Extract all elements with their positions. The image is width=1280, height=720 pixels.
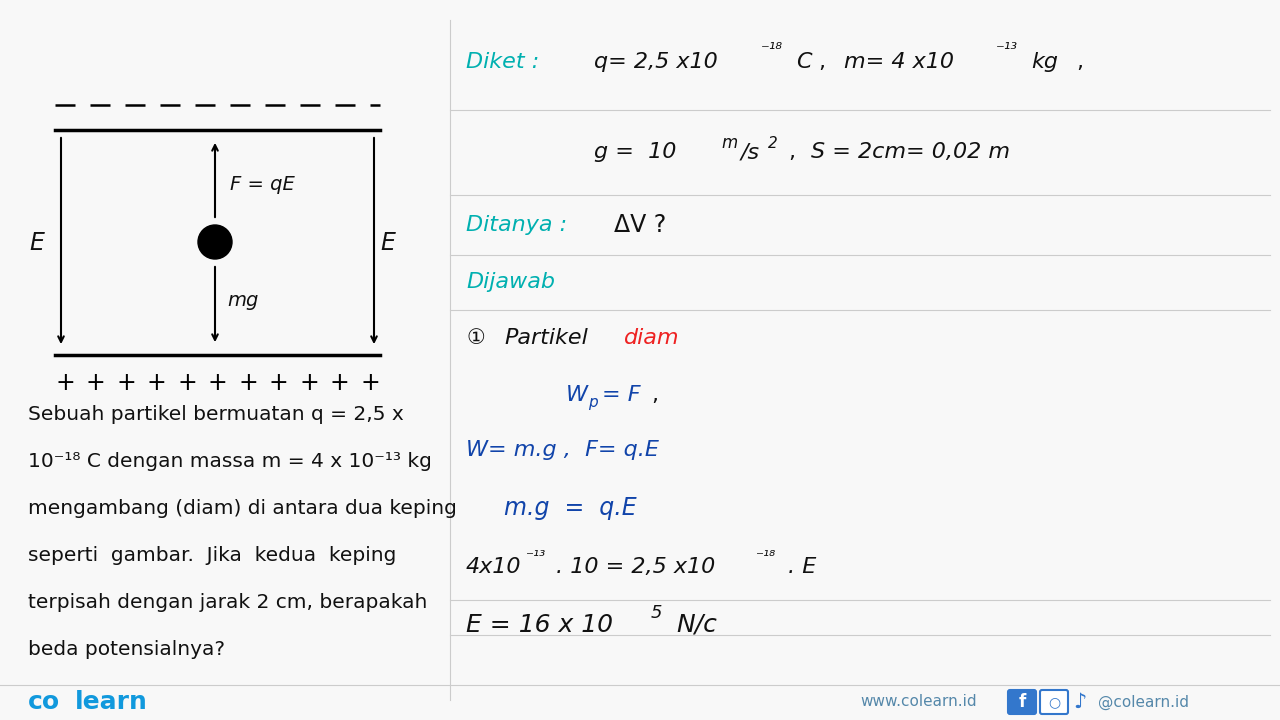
Text: = F: = F (602, 385, 640, 405)
Text: +: + (330, 371, 349, 395)
Text: +: + (238, 371, 257, 395)
Text: ,: , (1076, 52, 1083, 72)
Text: ⁻¹⁸: ⁻¹⁸ (762, 41, 783, 59)
Text: E: E (29, 230, 45, 254)
Text: ,: , (652, 385, 658, 405)
Text: S = 2cm= 0,02 m: S = 2cm= 0,02 m (812, 142, 1010, 162)
Text: +: + (116, 371, 136, 395)
Text: co: co (28, 690, 60, 714)
Text: . E: . E (788, 557, 817, 577)
Text: g =  10: g = 10 (594, 142, 676, 162)
Text: @colearn.id: @colearn.id (1098, 694, 1189, 710)
Text: ⁻¹⁸: ⁻¹⁸ (756, 549, 776, 564)
Text: +: + (207, 371, 228, 395)
Text: ○: ○ (1048, 695, 1060, 709)
Text: beda potensialnya?: beda potensialnya? (28, 640, 225, 659)
Text: f: f (1019, 693, 1025, 711)
Text: Ditanya :: Ditanya : (466, 215, 567, 235)
Text: 4x10: 4x10 (466, 557, 521, 577)
Text: W= m.g ,  F= q.E: W= m.g , F= q.E (466, 440, 659, 460)
Text: +: + (360, 371, 380, 395)
Text: +: + (300, 371, 319, 395)
Text: +: + (269, 371, 288, 395)
Text: +: + (177, 371, 197, 395)
Text: +: + (86, 371, 105, 395)
FancyBboxPatch shape (1009, 690, 1036, 714)
Text: 2: 2 (768, 135, 778, 150)
Text: q= 2,5 x10: q= 2,5 x10 (594, 52, 718, 72)
Text: ♪: ♪ (1074, 692, 1087, 712)
Text: F = qE: F = qE (230, 176, 294, 194)
Text: Diket :: Diket : (466, 52, 539, 72)
Text: +: + (55, 371, 74, 395)
Text: m: m (721, 134, 737, 152)
Text: 5: 5 (652, 604, 663, 622)
Text: seperti  gambar.  Jika  kedua  keping: seperti gambar. Jika kedua keping (28, 546, 397, 565)
Text: ,: , (788, 142, 795, 162)
Text: m.g  =  q.E: m.g = q.E (504, 496, 636, 520)
Text: kg: kg (1030, 52, 1059, 72)
Text: Partikel: Partikel (504, 328, 588, 348)
Text: ⁻¹³: ⁻¹³ (996, 41, 1018, 59)
Text: E = 16 x 10: E = 16 x 10 (466, 613, 613, 637)
Text: Sebuah partikel bermuatan q = 2,5 x: Sebuah partikel bermuatan q = 2,5 x (28, 405, 403, 424)
Text: ⁻¹³: ⁻¹³ (526, 549, 547, 564)
Text: N/c: N/c (676, 613, 717, 637)
Text: learn: learn (76, 690, 148, 714)
FancyBboxPatch shape (1039, 690, 1068, 714)
Text: ,: , (818, 52, 826, 72)
Text: terpisah dengan jarak 2 cm, berapakah: terpisah dengan jarak 2 cm, berapakah (28, 593, 428, 612)
Text: p: p (588, 395, 598, 410)
Text: diam: diam (625, 328, 680, 348)
Text: www.colearn.id: www.colearn.id (860, 695, 977, 709)
Text: ΔV ?: ΔV ? (614, 213, 667, 237)
Text: mg: mg (227, 290, 259, 310)
Text: mengambang (diam) di antara dua keping: mengambang (diam) di antara dua keping (28, 499, 457, 518)
Text: . 10 = 2,5 x10: . 10 = 2,5 x10 (556, 557, 716, 577)
Circle shape (198, 225, 232, 259)
Text: 10⁻¹⁸ C dengan massa m = 4 x 10⁻¹³ kg: 10⁻¹⁸ C dengan massa m = 4 x 10⁻¹³ kg (28, 452, 431, 471)
Text: E: E (380, 230, 396, 254)
Text: C: C (796, 52, 812, 72)
Text: /s: /s (741, 142, 760, 162)
Text: W: W (566, 385, 588, 405)
Text: ①: ① (466, 328, 485, 348)
Text: +: + (147, 371, 166, 395)
Text: Dijawab: Dijawab (466, 272, 556, 292)
Text: m= 4 x10: m= 4 x10 (844, 52, 954, 72)
